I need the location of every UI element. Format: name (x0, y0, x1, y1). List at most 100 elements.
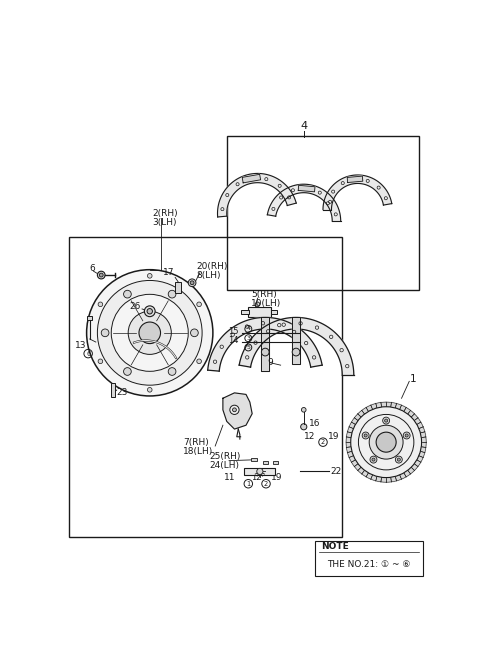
Text: NOTE: NOTE (322, 543, 349, 552)
Bar (273, 461, 278, 464)
Circle shape (97, 271, 105, 279)
Polygon shape (354, 464, 361, 470)
Circle shape (369, 425, 403, 459)
Circle shape (292, 348, 300, 356)
Text: 2: 2 (321, 439, 325, 445)
Text: 5(RH): 5(RH) (252, 290, 277, 299)
Polygon shape (208, 318, 322, 371)
Text: 3(LH): 3(LH) (152, 218, 177, 227)
Circle shape (128, 311, 171, 354)
Circle shape (376, 432, 396, 452)
Polygon shape (404, 407, 410, 414)
Polygon shape (354, 414, 361, 420)
Circle shape (230, 405, 239, 415)
Polygon shape (376, 403, 382, 408)
Polygon shape (371, 475, 377, 481)
Polygon shape (420, 447, 426, 453)
Polygon shape (366, 473, 372, 479)
Text: 7(RH): 7(RH) (183, 438, 209, 447)
Circle shape (147, 388, 152, 392)
Text: 15: 15 (228, 327, 238, 336)
Polygon shape (351, 460, 358, 466)
Circle shape (300, 424, 307, 430)
Polygon shape (223, 393, 252, 429)
Polygon shape (421, 437, 426, 442)
Text: 23: 23 (117, 388, 128, 398)
Polygon shape (414, 460, 421, 466)
Text: 18(LH): 18(LH) (183, 447, 213, 456)
Polygon shape (400, 473, 406, 479)
Text: 6: 6 (86, 350, 90, 357)
Circle shape (364, 434, 367, 437)
Polygon shape (298, 186, 315, 192)
Text: 16: 16 (309, 419, 321, 428)
Text: 19: 19 (328, 432, 340, 440)
Text: 12: 12 (251, 473, 261, 482)
Circle shape (147, 308, 153, 314)
Text: THE NO.21: ① ~ ⑥: THE NO.21: ① ~ ⑥ (327, 560, 411, 569)
Polygon shape (419, 451, 425, 457)
Circle shape (384, 419, 388, 422)
Circle shape (147, 274, 152, 278)
Polygon shape (346, 442, 351, 447)
Bar (111, 383, 115, 397)
Polygon shape (348, 427, 353, 433)
Bar (315, 541, 423, 576)
Bar (69, 237, 342, 537)
Polygon shape (396, 475, 401, 481)
Circle shape (383, 417, 390, 424)
Bar (271, 310, 277, 314)
Bar (87, 316, 92, 319)
Polygon shape (420, 432, 426, 438)
Polygon shape (323, 175, 392, 210)
Polygon shape (358, 411, 365, 417)
Text: 3: 3 (246, 336, 250, 340)
Polygon shape (362, 407, 369, 414)
Text: 1: 1 (246, 481, 251, 487)
Circle shape (255, 302, 260, 306)
Polygon shape (262, 318, 269, 371)
Polygon shape (404, 470, 410, 477)
Text: 13: 13 (75, 341, 86, 350)
Circle shape (111, 295, 188, 371)
Text: 2: 2 (264, 481, 268, 487)
Circle shape (232, 408, 236, 412)
Polygon shape (386, 402, 391, 407)
Polygon shape (417, 422, 423, 428)
Circle shape (168, 367, 176, 375)
Circle shape (359, 415, 414, 470)
Text: 10(LH): 10(LH) (252, 299, 282, 308)
Polygon shape (371, 403, 377, 409)
Polygon shape (292, 318, 300, 363)
Text: 4: 4 (300, 121, 307, 131)
Circle shape (362, 432, 369, 439)
Circle shape (197, 359, 202, 363)
Circle shape (97, 281, 202, 385)
Polygon shape (267, 184, 341, 221)
Bar (263, 461, 268, 464)
Polygon shape (217, 173, 296, 217)
Polygon shape (358, 467, 365, 474)
Circle shape (370, 456, 377, 463)
Circle shape (188, 279, 196, 287)
Polygon shape (391, 403, 396, 408)
Circle shape (123, 291, 131, 298)
Circle shape (86, 270, 213, 396)
Circle shape (405, 434, 408, 437)
Polygon shape (419, 427, 425, 433)
Polygon shape (411, 464, 418, 470)
Polygon shape (408, 467, 414, 474)
Text: 22: 22 (331, 467, 342, 476)
Polygon shape (400, 405, 406, 411)
Text: 4: 4 (246, 327, 250, 331)
Polygon shape (347, 176, 363, 182)
Text: 19: 19 (271, 473, 283, 482)
Polygon shape (349, 456, 356, 462)
Text: 2(RH): 2(RH) (152, 209, 178, 218)
Text: 6: 6 (89, 264, 95, 274)
Text: 26: 26 (129, 302, 140, 311)
Text: 17: 17 (163, 268, 174, 277)
Circle shape (403, 432, 410, 439)
Text: 1: 1 (410, 374, 417, 384)
Circle shape (372, 458, 375, 461)
